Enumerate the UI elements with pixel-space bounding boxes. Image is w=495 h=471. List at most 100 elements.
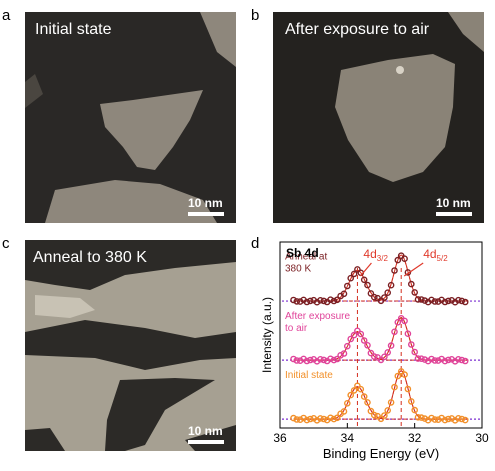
data-point	[401, 371, 408, 378]
panel-title-c: Anneal to 380 K	[33, 249, 147, 266]
panel-letter-d: d	[251, 235, 260, 252]
data-point	[424, 357, 432, 365]
data-point	[327, 296, 334, 304]
data-point	[444, 415, 452, 423]
data-point	[418, 414, 425, 421]
peak-label: 4d5/2	[423, 247, 448, 263]
data-point	[313, 298, 321, 306]
data-point	[414, 413, 422, 421]
data-point	[455, 355, 462, 363]
data-point	[303, 416, 311, 424]
data-point	[421, 415, 429, 422]
data-point	[438, 355, 445, 363]
component-fit	[306, 317, 449, 361]
x-tick-label: 36	[273, 431, 287, 445]
data-point	[407, 341, 415, 348]
data-point	[401, 317, 408, 325]
data-point	[381, 412, 388, 419]
data-point	[404, 330, 412, 338]
data-point	[320, 297, 328, 305]
data-point	[374, 412, 381, 420]
data-point	[431, 357, 439, 364]
data-point	[434, 416, 442, 424]
data-point	[461, 416, 469, 424]
data-point	[367, 290, 375, 297]
data-point	[455, 414, 462, 422]
data-point	[438, 296, 445, 304]
data-point	[347, 391, 355, 399]
data-point	[347, 335, 355, 343]
data-point	[374, 354, 381, 361]
data-point	[441, 416, 449, 424]
data-point	[455, 296, 462, 304]
data-point	[360, 393, 368, 400]
data-point	[364, 341, 371, 349]
data-point	[296, 298, 304, 305]
data-point	[407, 280, 415, 288]
scale-bar-a	[188, 212, 224, 216]
data-point	[387, 399, 395, 406]
data-point	[364, 281, 371, 289]
data-point	[418, 355, 425, 363]
y-axis-label: Intensity (a.u.)	[260, 297, 274, 373]
peak-label-arrow	[359, 262, 372, 277]
chart-title: Sb 4d	[286, 246, 319, 260]
stm-image-c: Anneal to 380 K 10 nm	[25, 240, 236, 451]
data-point	[354, 266, 361, 273]
series-label: After exposure	[285, 311, 350, 322]
peak-label-arrow	[403, 262, 424, 277]
data-point	[421, 356, 429, 363]
component-fit	[306, 331, 449, 361]
data-point	[317, 355, 324, 363]
data-point	[387, 342, 395, 349]
data-point	[350, 270, 358, 278]
x-axis-label: Binding Energy (eV)	[323, 446, 439, 461]
data-point	[411, 348, 419, 356]
data-point	[303, 357, 311, 365]
data-point	[296, 357, 304, 365]
data-point	[391, 267, 398, 274]
data-point	[370, 411, 378, 419]
panel-letter-c: c	[2, 235, 10, 252]
data-point	[330, 415, 338, 423]
data-point	[394, 318, 402, 326]
data-point	[407, 398, 415, 405]
data-point	[384, 289, 392, 297]
data-point	[340, 408, 348, 415]
data-point	[448, 355, 456, 363]
data-point	[434, 298, 442, 305]
component-fit	[306, 386, 449, 420]
data-point	[441, 357, 449, 365]
data-point	[347, 274, 355, 282]
scale-bar-c	[188, 440, 224, 444]
data-point	[306, 356, 314, 364]
data-point	[448, 415, 456, 422]
data-point	[461, 298, 469, 306]
panel-title-b: After exposure to air	[285, 21, 430, 38]
scale-label-c: 10 nm	[188, 424, 223, 438]
stm-image-c-graphic	[25, 240, 236, 451]
data-point	[381, 353, 388, 361]
envelope-fit	[293, 370, 469, 420]
data-point	[451, 298, 459, 306]
data-point	[293, 416, 301, 423]
data-point	[367, 349, 375, 357]
plot-frame	[279, 241, 483, 429]
data-point	[340, 350, 348, 357]
component-fit	[306, 254, 449, 302]
data-point	[414, 296, 422, 303]
data-point	[441, 298, 449, 306]
data-point	[397, 252, 405, 259]
scale-label-a: 10 nm	[188, 196, 223, 210]
series-label: 380 K	[285, 264, 311, 275]
data-point	[377, 415, 385, 423]
data-point	[290, 355, 297, 363]
data-point	[330, 297, 338, 305]
data-point	[333, 414, 341, 422]
data-point	[411, 289, 419, 296]
data-point	[350, 387, 358, 394]
data-point	[337, 292, 344, 300]
data-point	[370, 293, 378, 301]
data-point	[337, 410, 344, 418]
data-point	[431, 298, 439, 305]
